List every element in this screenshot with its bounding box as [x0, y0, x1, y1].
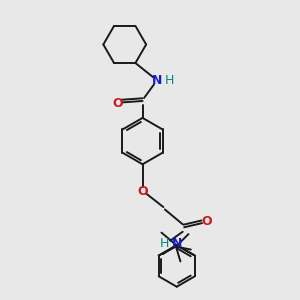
Text: O: O	[112, 98, 123, 110]
Text: N: N	[152, 74, 163, 87]
Text: O: O	[138, 184, 148, 197]
Text: O: O	[201, 215, 212, 228]
Text: N: N	[172, 237, 182, 250]
Text: H: H	[165, 74, 174, 87]
Text: H: H	[160, 237, 170, 250]
